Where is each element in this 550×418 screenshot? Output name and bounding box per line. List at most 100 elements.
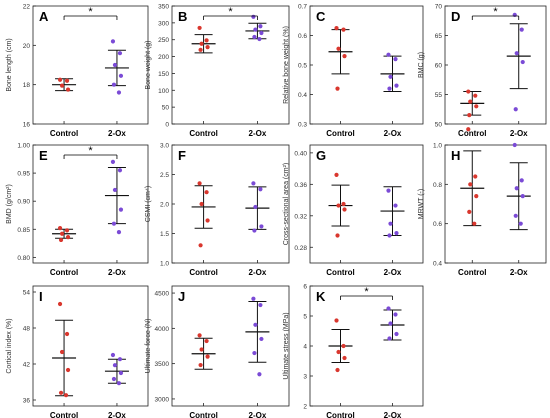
x-category-label: Control xyxy=(458,268,486,277)
ox-point xyxy=(520,194,525,199)
y-tick-label: 3500 xyxy=(155,361,170,368)
control-point xyxy=(342,207,347,212)
control-point xyxy=(466,127,471,132)
ox-point xyxy=(111,82,117,87)
control-point xyxy=(341,201,346,207)
y-axis-label: Cross-sectional area (cm²) xyxy=(283,163,290,245)
panel-k: K 2 3 4 5 6 Ultimate stress (MPa) Control 2-Ox * xyxy=(283,284,424,418)
y-tick-label: 0.6 xyxy=(298,33,307,40)
control-point xyxy=(335,367,340,373)
control-point xyxy=(334,26,339,31)
y-tick-label: 1.0 xyxy=(433,143,442,150)
panel-a: A 16 18 20 22 Bone length (cm) Control 2-Ox * xyxy=(6,4,149,138)
control-point xyxy=(57,301,63,307)
ox-point xyxy=(519,178,524,183)
y-tick-label: 0.32 xyxy=(294,213,307,220)
control-point xyxy=(336,46,341,51)
ox-point xyxy=(253,322,258,327)
panel-letter: F xyxy=(178,148,186,163)
ox-point xyxy=(386,306,391,311)
control-point xyxy=(335,86,340,91)
y-tick-label: 250 xyxy=(158,37,169,44)
control-point xyxy=(342,54,347,59)
ox-point xyxy=(388,74,393,79)
panel-letter: H xyxy=(451,148,460,163)
control-point xyxy=(59,231,65,236)
panel-f: F 1.0 1.5 2.0 2.5 3.0 CSMI (cm⁴) Control 2-Ox xyxy=(145,143,290,277)
x-category-label: Control xyxy=(50,411,78,418)
x-category-label: Control xyxy=(458,129,486,138)
control-point xyxy=(65,367,71,373)
control-point xyxy=(474,104,479,109)
significance-asterisk: * xyxy=(88,6,93,18)
x-category-label: 2-Ox xyxy=(510,129,528,138)
control-point xyxy=(342,355,347,361)
control-point xyxy=(467,113,472,118)
ox-point xyxy=(394,83,399,88)
ox-point xyxy=(252,350,257,356)
control-point xyxy=(205,354,210,359)
panel-e: E 0.80 0.85 0.90 0.95 1.00 BMD (g/cm²) Control 2… xyxy=(6,143,149,277)
y-tick-label: 70 xyxy=(435,4,443,11)
x-category-label: 2-Ox xyxy=(249,129,267,138)
panel-letter: D xyxy=(451,9,460,24)
panel-g: G 0.28 0.32 0.36 0.40 Cross-sectional area (c… xyxy=(283,144,424,277)
control-point xyxy=(336,349,341,355)
control-point xyxy=(197,333,202,338)
control-point xyxy=(334,318,339,323)
ox-point xyxy=(253,204,258,210)
plot-frame xyxy=(32,285,149,407)
y-tick-label: 0.95 xyxy=(17,171,30,178)
y-tick-label: 50 xyxy=(435,122,443,129)
ox-point xyxy=(518,221,523,226)
ox-point xyxy=(387,86,392,91)
ox-point xyxy=(393,57,398,62)
y-tick-label: 0.80 xyxy=(17,255,30,262)
control-point xyxy=(198,243,203,248)
ox-point xyxy=(258,302,263,308)
ox-point xyxy=(117,357,123,362)
plot-frame xyxy=(171,5,290,125)
control-point xyxy=(473,174,478,179)
y-tick-label: 4500 xyxy=(155,291,170,298)
control-point xyxy=(204,338,209,344)
control-point xyxy=(199,347,204,352)
ox-point xyxy=(386,52,391,57)
y-tick-label: 1.00 xyxy=(17,143,30,150)
y-axis-label: Relative bone weight (%) xyxy=(283,26,290,104)
x-category-label: Control xyxy=(189,268,217,277)
control-point xyxy=(198,362,203,368)
panel-letter: A xyxy=(39,9,49,24)
control-point xyxy=(468,99,473,104)
ox-point xyxy=(117,51,123,56)
ox-point xyxy=(394,331,399,337)
ox-point xyxy=(111,376,117,382)
y-tick-label: 54 xyxy=(23,290,31,297)
panel-h: H 0.4 0.6 0.8 1.0 MRWT (-) Control 2-Ox xyxy=(418,127,547,277)
ox-point xyxy=(258,24,263,29)
control-point xyxy=(341,27,346,32)
plot-frame xyxy=(444,144,547,264)
y-tick-label: 0.7 xyxy=(298,4,307,11)
ox-point xyxy=(519,27,524,32)
ox-point xyxy=(112,363,118,368)
ox-point xyxy=(251,296,256,301)
control-point xyxy=(335,233,340,238)
y-tick-label: 5 xyxy=(303,314,307,321)
ox-point xyxy=(386,188,391,193)
ox-point xyxy=(259,30,264,36)
panel-d: D 50 55 60 65 70 BMC (g) Control 2-Ox * xyxy=(418,4,547,138)
y-axis-label: Cortical index (%) xyxy=(6,318,13,373)
ox-point xyxy=(116,229,122,235)
panel-letter: J xyxy=(178,289,185,304)
y-tick-label: 1.5 xyxy=(160,231,169,238)
ox-point xyxy=(118,207,124,212)
ox-point xyxy=(111,221,117,226)
control-point xyxy=(57,226,63,231)
x-category-label: 2-Ox xyxy=(108,268,126,277)
ox-point xyxy=(388,321,393,326)
y-axis-label: Ultimate stress (MPa) xyxy=(283,312,290,379)
y-axis-label: MRWT (-) xyxy=(418,189,425,219)
ox-point xyxy=(387,233,392,238)
y-tick-label: 100 xyxy=(158,88,169,95)
